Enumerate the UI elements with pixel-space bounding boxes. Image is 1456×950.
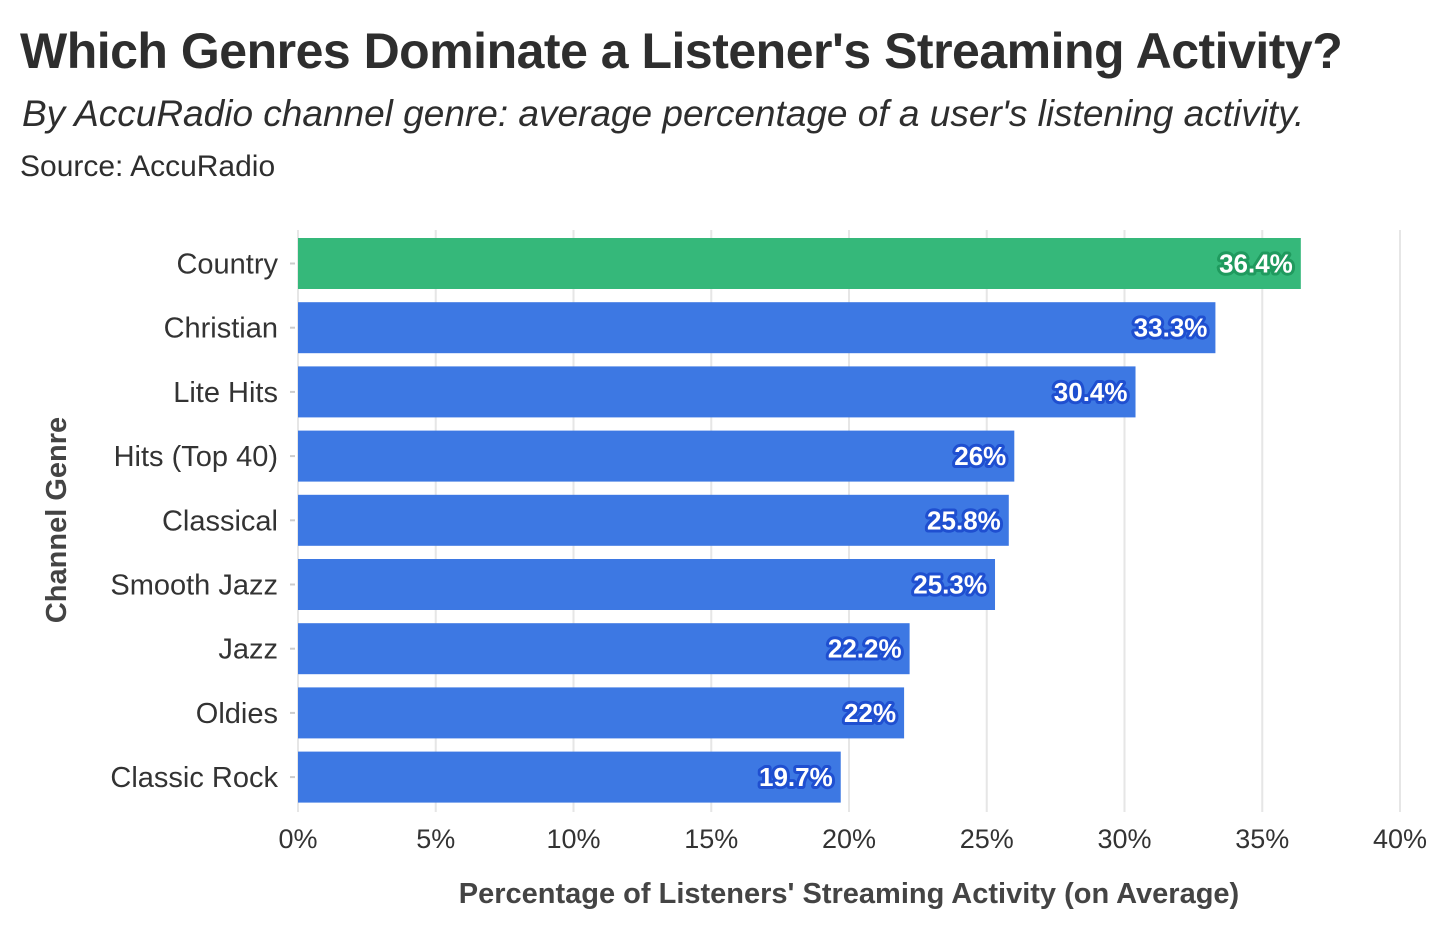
x-tick-label: 40% xyxy=(1373,824,1427,854)
x-tick-label: 15% xyxy=(684,824,738,854)
x-tick-label: 0% xyxy=(278,824,317,854)
category-label: Hits (Top 40) xyxy=(114,441,278,473)
bar xyxy=(298,366,1136,418)
bar-data-label: 30.4% xyxy=(1054,377,1128,407)
x-tick-label: 10% xyxy=(546,824,600,854)
chart-source: Source: AccuRadio xyxy=(20,150,276,183)
bar xyxy=(298,559,996,610)
category-labels: Country Christian Lite Hits Hits (Top 40) Cl… xyxy=(110,249,295,794)
category-label: Lite Hits xyxy=(173,377,278,409)
bar-data-label: 25.8% xyxy=(927,505,1001,535)
category-label: Christian xyxy=(164,313,278,345)
x-tick-labels: 0% 5% 10% 15% 20% 25% 30% 35% 40% xyxy=(278,824,1427,854)
x-axis-title: Percentage of Listeners' Streaming Activ… xyxy=(459,878,1239,910)
category-label: Classic Rock xyxy=(110,762,278,794)
bar-data-label: 19.7% xyxy=(759,762,833,792)
category-label: Oldies xyxy=(196,698,278,730)
bar-data-label: 25.3% xyxy=(913,570,987,600)
bar-data-label: 36.4% xyxy=(1219,249,1293,279)
bar-data-labels: 36.4% 33.3% 30.4% 26% 25.8% 25.3% 22.2% 22% 19.7… xyxy=(756,246,1296,796)
y-axis-title: Channel Genre xyxy=(41,417,73,623)
bars xyxy=(298,238,1301,803)
x-tick-label: 20% xyxy=(822,824,876,854)
category-label: Country xyxy=(176,249,278,281)
bar xyxy=(298,302,1216,354)
bar-data-label: 22% xyxy=(844,698,896,728)
bar xyxy=(298,751,841,803)
x-tick-label: 5% xyxy=(416,824,455,854)
bar-data-label: 33.3% xyxy=(1134,313,1208,343)
category-label: Classical xyxy=(162,505,278,537)
x-tick-label: 25% xyxy=(960,824,1014,854)
bar xyxy=(298,494,1009,546)
bar xyxy=(298,623,910,675)
chart-title: Which Genres Dominate a Listener's Strea… xyxy=(20,23,1343,79)
x-tick-label: 30% xyxy=(1097,824,1151,854)
category-label: Jazz xyxy=(218,634,278,666)
bar-data-label: 22.2% xyxy=(828,634,902,664)
bar xyxy=(298,238,1301,289)
chart-subtitle: By AccuRadio channel genre: average perc… xyxy=(22,93,1305,134)
bar xyxy=(298,687,905,739)
category-label: Smooth Jazz xyxy=(110,570,278,602)
bar-data-label: 26% xyxy=(954,441,1006,471)
x-tick-label: 35% xyxy=(1235,824,1289,854)
bar xyxy=(298,430,1015,482)
